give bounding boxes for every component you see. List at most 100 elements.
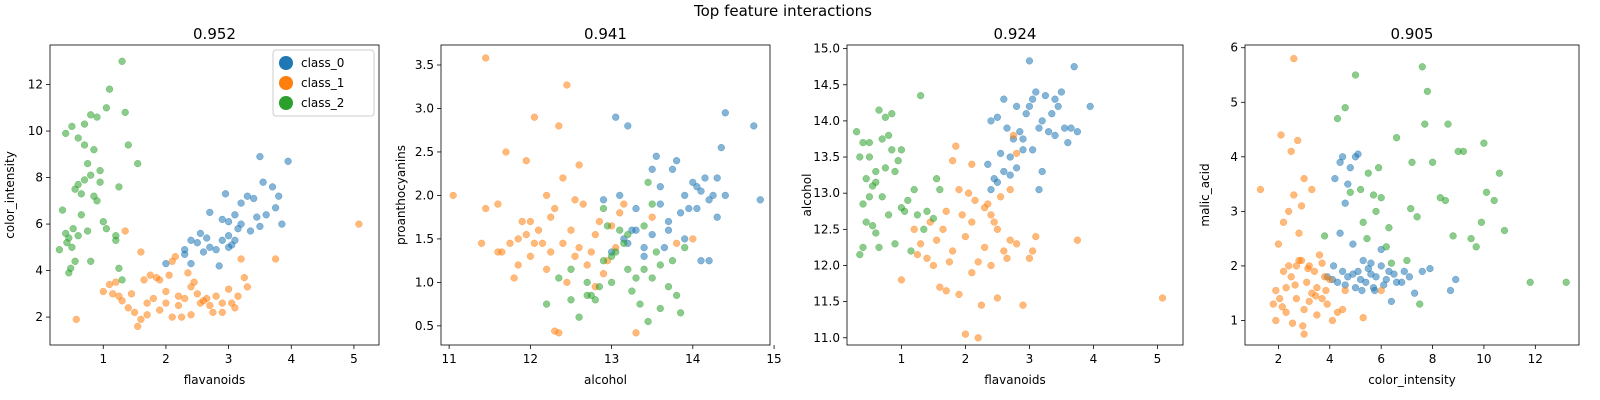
point-class_2 [862, 175, 870, 183]
point-class_1 [218, 299, 226, 307]
point-class_2 [1320, 232, 1329, 240]
x-axis-label: color_intensity [1368, 373, 1456, 387]
point-class_2 [891, 167, 899, 176]
x-tick-label: 4 [1090, 352, 1098, 366]
x-tick-label: 4 [287, 352, 295, 366]
x-tick-label: 2 [162, 352, 170, 366]
point-class_1 [1279, 218, 1288, 226]
point-class_0 [1331, 174, 1339, 183]
point-class_2 [1364, 169, 1372, 177]
point-class_2 [96, 178, 104, 186]
point-class_1 [190, 278, 198, 286]
x-tick-label: 12 [1528, 352, 1543, 366]
point-class_0 [1354, 267, 1362, 276]
point-class_0 [224, 218, 233, 226]
point-class_2 [1495, 169, 1504, 177]
point-class_2 [620, 239, 628, 247]
point-class_1 [968, 218, 976, 226]
point-class_1 [1006, 185, 1014, 194]
point-class_1 [514, 235, 522, 243]
point-class_1 [143, 299, 151, 307]
point-class_1 [196, 299, 205, 307]
point-class_2 [672, 291, 681, 300]
point-class_2 [583, 278, 591, 287]
point-class_2 [916, 91, 925, 100]
point-class_1 [203, 294, 211, 303]
point-class_1 [127, 290, 136, 298]
point-class_1 [212, 292, 220, 300]
y-tick-label: 1 [1230, 313, 1238, 327]
point-class_2 [868, 222, 877, 230]
point-class_1 [563, 278, 571, 287]
point-class_0 [1371, 286, 1379, 295]
point-class_1 [689, 235, 697, 243]
point-class_1 [146, 271, 154, 279]
point-class_2 [1444, 120, 1452, 128]
point-class_1 [1012, 149, 1021, 158]
point-class_1 [1269, 300, 1277, 308]
axes-frame [846, 44, 1184, 346]
point-class_1 [571, 196, 579, 204]
point-class_1 [961, 232, 970, 241]
point-class_1 [240, 273, 248, 282]
axes-frame [440, 44, 771, 346]
point-class_1 [494, 200, 502, 208]
point-class_2 [105, 85, 114, 93]
point-class_1 [1287, 273, 1295, 281]
point-class_0 [1387, 297, 1396, 306]
point-class_0 [1019, 135, 1027, 143]
point-class_0 [664, 217, 673, 226]
point-class_1 [1285, 207, 1293, 216]
point-class_2 [599, 257, 608, 265]
figure-suptitle: Top feature interactions [693, 2, 872, 20]
point-class_0 [660, 243, 669, 252]
point-class_0 [1367, 259, 1375, 267]
point-class_2 [102, 104, 111, 112]
point-class_2 [77, 190, 85, 198]
point-class_1 [987, 211, 995, 219]
point-class_0 [1070, 63, 1078, 71]
axes-frame [1244, 44, 1580, 346]
point-class_0 [1398, 278, 1406, 286]
point-class_2 [1382, 243, 1390, 251]
x-tick-label: 10 [1476, 352, 1491, 366]
point-class_1 [1282, 308, 1290, 316]
point-class_2 [68, 122, 76, 131]
point-class_0 [1336, 229, 1344, 237]
point-class_0 [1038, 167, 1046, 176]
scatter-points [852, 57, 1167, 342]
point-class_2 [1377, 194, 1385, 202]
point-class_1 [1287, 147, 1295, 156]
point-class_1 [506, 239, 514, 247]
point-class_1 [942, 207, 950, 215]
point-class_2 [624, 230, 632, 239]
point-class_1 [187, 311, 195, 319]
point-class_1 [518, 217, 526, 226]
point-class_2 [1372, 207, 1380, 216]
point-class_1 [964, 189, 973, 197]
point-class_1 [514, 261, 522, 269]
point-class_1 [530, 113, 539, 121]
point-class_0 [624, 122, 632, 130]
point-class_2 [865, 193, 874, 201]
point-class_2 [1477, 218, 1486, 226]
point-class_1 [271, 255, 280, 263]
point-class_0 [1041, 91, 1050, 100]
x-tick-label: 5 [350, 352, 358, 366]
point-class_0 [705, 257, 713, 265]
point-class_0 [693, 204, 701, 213]
point-class_2 [872, 167, 880, 176]
point-class_2 [640, 222, 648, 230]
point-class_2 [1359, 218, 1367, 226]
point-class_0 [612, 113, 620, 121]
y-tick-label: 13.5 [813, 150, 840, 164]
point-class_0 [1405, 273, 1414, 281]
point-class_0 [672, 157, 681, 165]
legend-marker-class_2 [279, 96, 293, 110]
point-class_0 [1044, 128, 1053, 136]
point-class_2 [603, 222, 612, 230]
point-class_2 [74, 134, 82, 142]
point-class_0 [656, 200, 664, 208]
y-tick-label: 3.5 [415, 58, 434, 72]
point-class_1 [171, 252, 179, 261]
